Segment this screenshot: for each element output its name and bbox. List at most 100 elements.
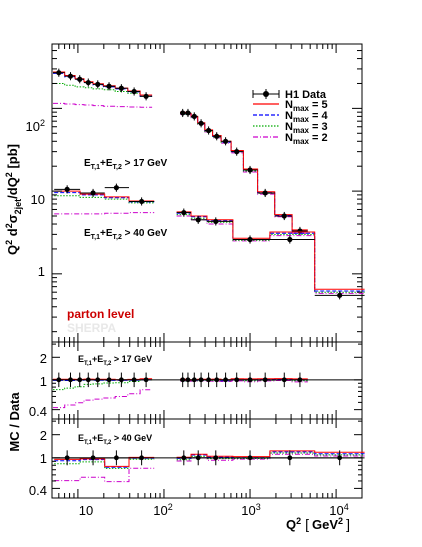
mc-nmax5-series-2: [54, 190, 155, 202]
ratio-data-point-1-4: [206, 377, 211, 383]
ratio-data-point-1-0: [180, 377, 186, 383]
r2-tick-1: 1: [40, 451, 47, 466]
svg-text:Nmax = 3: Nmax = 3: [285, 121, 328, 135]
mc-nmax5-series-1: [180, 111, 308, 231]
ratio-data-point-2-0: [64, 455, 70, 461]
svg-text:H1 Data: H1 Data: [285, 89, 327, 101]
main-panel-plot: [52, 68, 365, 300]
data-point-1-1: [185, 110, 191, 116]
y-tick-1: 1: [38, 264, 45, 279]
ratio-data-point-0-4: [95, 377, 101, 383]
legend: H1 Data Nmax = 5 Nmax = 4 Nmax = 3 Nmax …: [252, 89, 329, 146]
ratio-data-point-1-10: [281, 377, 287, 383]
ratio-nmax2-series-2: [54, 467, 155, 483]
ratio-data-point-0-2: [77, 377, 83, 383]
mc-nmax4-series-3: [176, 212, 365, 292]
legend-entry-nmax4: Nmax = 4: [253, 110, 329, 124]
data-point-1-9: [262, 190, 268, 196]
data-point-0-0: [56, 70, 62, 76]
data-point-1-0: [180, 110, 186, 116]
legend-entry-h1-data: H1 Data: [252, 89, 327, 101]
data-point-3-2: [213, 218, 219, 225]
ratio-data-point-0-6: [118, 377, 124, 383]
ratio-data-point-0-3: [85, 377, 91, 383]
ratio-data-point-3-3: [247, 455, 253, 461]
ratio-nmax5-series-3: [176, 450, 365, 458]
ratio-data-point-0-7: [131, 377, 137, 383]
mc-nmax5-series-3: [176, 211, 365, 290]
ratio-data-point-0-1: [68, 377, 73, 383]
ratio-data-point-2-3: [139, 455, 145, 461]
cut-label-17: ET,1+ET,2 > 17 GeV: [84, 158, 168, 171]
mc-nmax2-series-2: [54, 212, 155, 215]
ratio-nmax3-series-0: [53, 379, 153, 391]
y-axis-label: Q2 d2σ2jet/dQ2 [pb]: [4, 144, 23, 255]
data-point-3-3: [247, 236, 253, 243]
r1-tick-0.4: 0.4: [29, 404, 47, 419]
legend-entry-nmax3: Nmax = 3: [253, 121, 328, 135]
data-point-1-10: [281, 213, 287, 219]
data-point-2-3: [139, 198, 145, 205]
x-tick-10000: 104: [329, 502, 348, 518]
ratio-data-point-1-7: [234, 377, 240, 383]
ratio-data-point-2-2: [113, 455, 119, 461]
r2-tick-0.4: 0.4: [29, 483, 47, 498]
data-point-2-0: [64, 186, 70, 192]
data-point-0-5: [106, 83, 112, 89]
svg-text:Nmax = 5: Nmax = 5: [285, 99, 328, 113]
svg-text:Nmax = 2: Nmax = 2: [285, 132, 328, 146]
ratio-data-point-3-5: [337, 455, 343, 461]
mc-nmax2-series-3: [176, 215, 365, 294]
mc-nmax2-series-0: [53, 102, 153, 108]
ratio-nmax5-series-2: [54, 456, 155, 467]
data-point-3-0: [181, 209, 187, 216]
ratio-data-point-3-2: [213, 455, 219, 461]
y-tick-10: 10: [31, 192, 45, 207]
ratio-cut-label-17: ET,1+ET,2 > 17 GeV: [78, 354, 152, 367]
ratio-axis-label: MC / Data: [7, 392, 22, 452]
data-point-1-8: [247, 167, 253, 173]
ratio-nmax2-series-0: [53, 389, 153, 409]
legend-entry-nmax5: Nmax = 5: [253, 99, 328, 113]
data-point-3-1: [195, 217, 201, 223]
data-point-0-2: [77, 76, 83, 82]
data-point-0-1: [67, 73, 74, 79]
ratio-data-point-1-6: [223, 377, 228, 383]
ratio-data-point-3-4: [287, 455, 293, 461]
data-point-3-5: [337, 292, 343, 298]
y-tick-100: 102: [26, 118, 45, 134]
ratio-panel-2-frame: [51, 418, 363, 499]
ratio-data-point-1-1: [185, 377, 191, 383]
legend-entry-nmax2: Nmax = 2: [253, 132, 328, 146]
data-point-1-4: [205, 127, 212, 134]
data-point-0-4: [95, 81, 101, 87]
svg-text:Nmax = 4: Nmax = 4: [285, 110, 329, 124]
x-tick-100: 102: [153, 502, 172, 518]
ratio-data-point-1-2: [191, 377, 197, 383]
ratio-panel-2-plot: [52, 450, 365, 483]
ratio-data-point-1-5: [214, 377, 220, 383]
data-point-0-3: [85, 79, 91, 86]
data-point-1-5: [214, 133, 220, 139]
r1-tick-1: 1: [40, 374, 47, 389]
sherpa-label: SHERPA: [67, 321, 116, 335]
x-axis-label: Q2[GeV2]: [286, 516, 350, 532]
ratio-data-point-0-8: [143, 377, 149, 383]
r1-tick-2: 2: [40, 351, 47, 366]
data-point-0-6: [118, 85, 124, 91]
data-point-1-7: [234, 149, 240, 155]
ratio-data-point-3-0: [181, 455, 187, 461]
data-point-1-2: [191, 113, 197, 119]
data-point-1-6: [222, 138, 229, 144]
ratio-panel-1-plot: [52, 372, 362, 409]
data-point-0-8: [143, 93, 149, 99]
ratio-data-point-1-8: [247, 377, 253, 383]
mc-nmax3-series-0: [53, 83, 153, 97]
cut-label-40: ET,1+ET,2 > 40 GeV: [84, 228, 168, 241]
data-point-1-3: [198, 120, 204, 126]
x-tick-1000: 103: [241, 502, 260, 518]
ratio-data-point-1-3: [198, 377, 204, 383]
data-point-3-4: [287, 236, 293, 243]
axis-ticks: [51, 43, 363, 498]
